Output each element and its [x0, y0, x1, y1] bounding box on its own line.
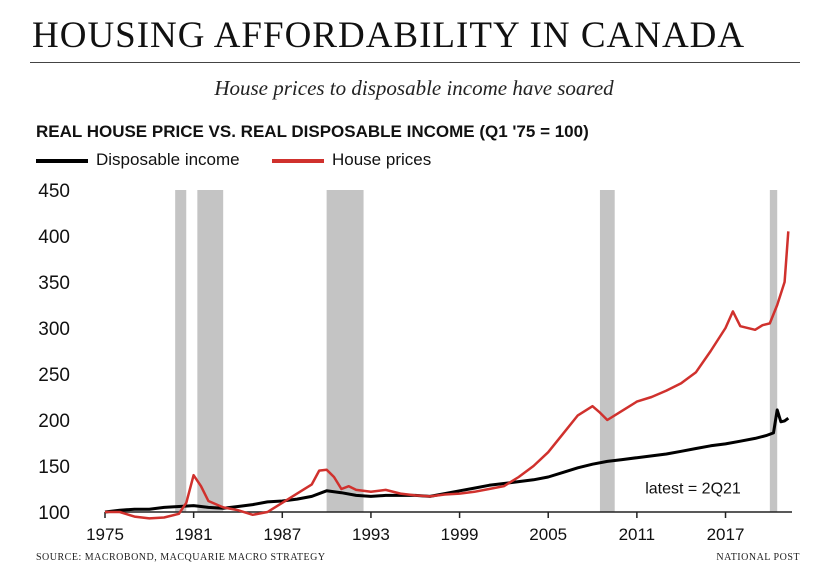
y-tick-label-450: 450 [38, 181, 70, 202]
legend-swatch-disposable-income [36, 159, 88, 163]
x-tick-label-2017: 2017 [707, 525, 745, 544]
x-tick-label-1987: 1987 [263, 525, 301, 544]
recession-band-0 [175, 190, 187, 512]
recession-band-1 [197, 190, 224, 512]
annotation-latest: latest = 2Q21 [645, 481, 741, 498]
subtitle: House prices to disposable income have s… [214, 76, 614, 100]
y-tick-label-200: 200 [38, 411, 70, 432]
headline-divider [30, 62, 800, 63]
series-line-house-prices [105, 231, 790, 520]
y-tick-label-300: 300 [38, 319, 70, 340]
recession-band-3 [599, 190, 615, 512]
chart-title: REAL HOUSE PRICE VS. REAL DISPOSABLE INC… [36, 122, 589, 141]
legend-label-disposable-income: Disposable income [96, 150, 240, 169]
y-tick-label-100: 100 [38, 503, 70, 524]
y-tick-label-350: 350 [38, 273, 70, 294]
credit-note: NATIONAL POST [716, 552, 800, 563]
y-tick-label-250: 250 [38, 365, 70, 386]
headline: HOUSING AFFORDABILITY IN CANADA [32, 15, 746, 56]
legend-swatch-house-prices [272, 159, 324, 163]
y-tick-label-400: 400 [38, 227, 70, 248]
x-tick-label-2005: 2005 [529, 525, 567, 544]
legend-label-house-prices: House prices [332, 150, 432, 169]
x-tick-label-1981: 1981 [175, 525, 213, 544]
x-tick-label-1993: 1993 [352, 525, 390, 544]
x-tick-label-2011: 2011 [619, 525, 656, 544]
recession-band-2 [326, 190, 364, 512]
recession-band-4 [769, 190, 778, 512]
source-note: SOURCE: MACROBOND, MACQUARIE MACRO STRAT… [36, 552, 326, 563]
x-tick-label-1999: 1999 [441, 525, 479, 544]
y-tick-label-150: 150 [38, 457, 70, 478]
x-tick-label-1975: 1975 [86, 525, 124, 544]
